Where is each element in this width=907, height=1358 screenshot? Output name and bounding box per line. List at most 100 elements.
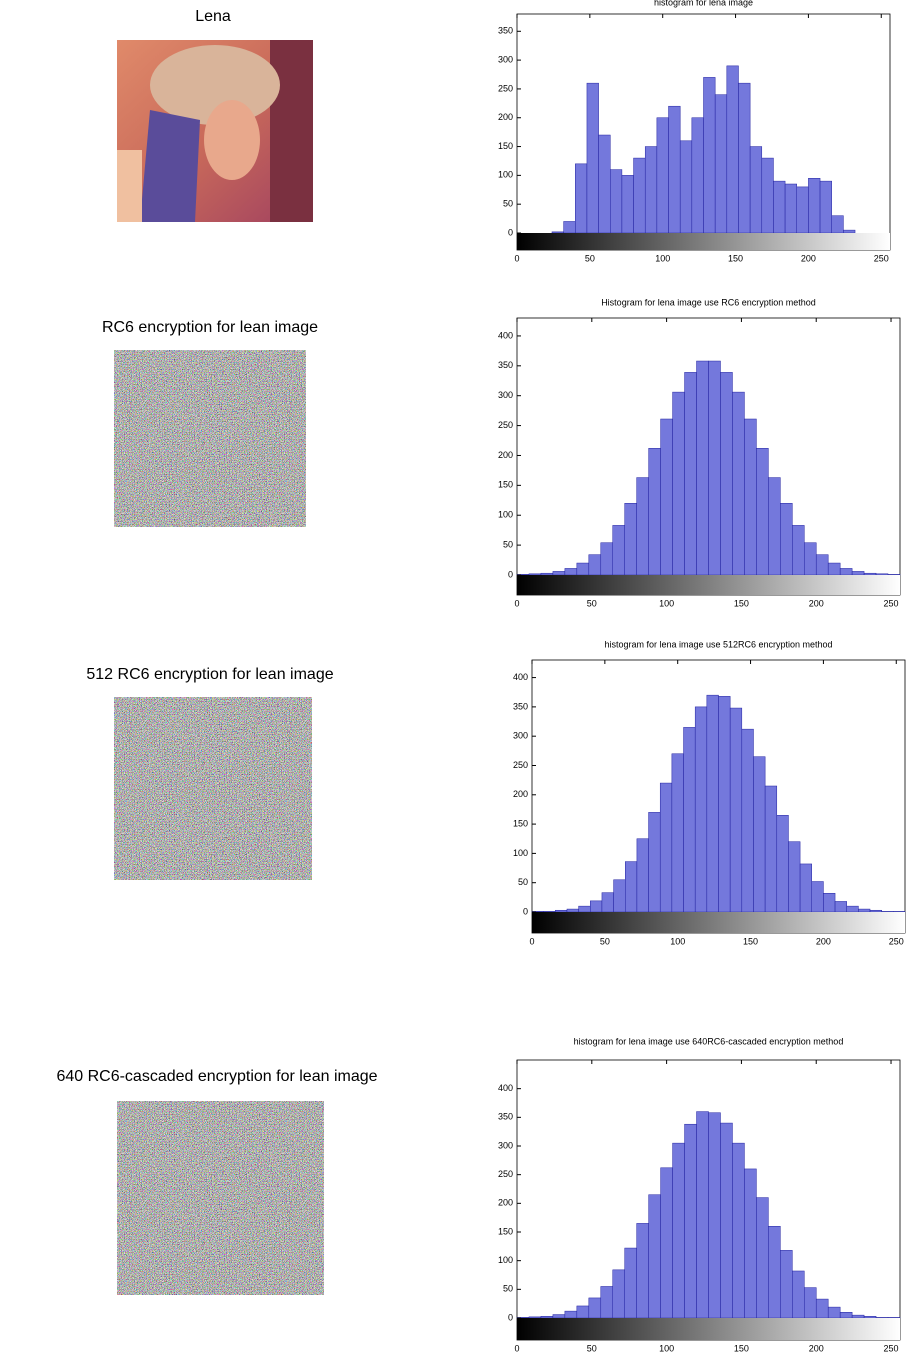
- y-tick-label: 350: [513, 701, 528, 711]
- bar: [773, 180, 786, 234]
- bar: [764, 785, 778, 913]
- bar: [834, 901, 847, 913]
- x-tick-label: 200: [809, 598, 824, 608]
- bar: [792, 525, 805, 576]
- bar: [672, 1142, 685, 1319]
- x-tick-label: 50: [587, 1343, 597, 1353]
- x-tick-label: 150: [728, 253, 743, 263]
- bar: [714, 94, 728, 234]
- y-tick-label: 350: [498, 26, 513, 36]
- y-tick-label: 250: [513, 760, 528, 770]
- chart-title: Histogram for lena image use RC6 encrypt…: [601, 297, 816, 307]
- bar: [726, 65, 739, 234]
- bar: [613, 879, 626, 913]
- bar: [784, 183, 797, 234]
- bar: [741, 728, 754, 913]
- bar: [586, 82, 599, 234]
- y-tick-label: 300: [513, 731, 528, 741]
- y-tick-label: 300: [498, 1140, 513, 1150]
- y-tick-label: 200: [498, 1198, 513, 1208]
- bar: [875, 1317, 889, 1319]
- bar: [811, 881, 824, 913]
- bar: [588, 1297, 602, 1319]
- bar: [863, 572, 877, 576]
- x-tick-label: 200: [809, 1343, 824, 1353]
- bar: [660, 1167, 673, 1319]
- bar: [588, 554, 602, 576]
- bar: [827, 562, 841, 576]
- y-tick-label: 400: [513, 672, 528, 682]
- bar: [768, 477, 781, 576]
- bar: [566, 908, 579, 913]
- bar: [564, 1310, 578, 1319]
- colorbar: [532, 912, 905, 933]
- bar: [804, 1287, 817, 1319]
- bar: [576, 1305, 590, 1319]
- x-tick-label: 50: [600, 936, 610, 946]
- bar: [839, 1312, 853, 1319]
- bar: [660, 418, 673, 576]
- bar: [858, 908, 871, 913]
- y-tick-label: 250: [498, 1169, 513, 1179]
- x-tick-label: 150: [734, 1343, 749, 1353]
- bar: [863, 1316, 877, 1319]
- bar: [851, 571, 865, 576]
- x-tick-label: 250: [874, 253, 889, 263]
- y-tick-label: 400: [498, 1083, 513, 1093]
- bar: [540, 572, 554, 576]
- bar: [887, 1317, 901, 1319]
- bar: [600, 1286, 613, 1319]
- y-tick-label: 300: [498, 390, 513, 400]
- x-tick-label: 100: [655, 253, 670, 263]
- y-tick-label: 50: [503, 199, 513, 209]
- bar: [720, 1122, 733, 1319]
- y-tick-label: 100: [498, 1255, 513, 1265]
- y-tick-label: 150: [513, 818, 528, 828]
- bar: [718, 696, 731, 913]
- bar: [691, 117, 704, 234]
- bar: [555, 909, 568, 913]
- x-tick-label: 150: [743, 936, 758, 946]
- y-tick-label: 150: [498, 480, 513, 490]
- bar: [756, 448, 769, 576]
- bar: [612, 1269, 625, 1319]
- y-tick-label: 0: [523, 906, 528, 916]
- bar: [815, 554, 829, 576]
- x-tick-label: 100: [670, 936, 685, 946]
- bar: [851, 1314, 865, 1319]
- bar: [590, 900, 603, 913]
- bar: [683, 727, 696, 913]
- bar: [612, 525, 625, 576]
- bar: [831, 215, 844, 234]
- bar: [671, 753, 684, 913]
- bar: [720, 372, 733, 576]
- bar: [575, 163, 588, 234]
- bar: [679, 140, 693, 234]
- bar: [753, 756, 766, 913]
- bar: [648, 1194, 661, 1319]
- y-tick-label: 100: [498, 510, 513, 520]
- bar: [796, 186, 809, 234]
- x-tick-label: 100: [659, 1343, 674, 1353]
- y-tick-label: 100: [513, 848, 528, 858]
- bar: [659, 782, 673, 913]
- y-tick-label: 150: [498, 1226, 513, 1236]
- y-tick-label: 0: [508, 1312, 513, 1322]
- bar: [624, 503, 637, 576]
- bar: [696, 1111, 709, 1319]
- bar: [684, 372, 697, 576]
- bar: [788, 841, 801, 913]
- bar: [598, 134, 611, 234]
- colorbar: [517, 233, 890, 250]
- bar: [761, 157, 774, 234]
- y-tick-label: 50: [518, 877, 528, 887]
- bar: [543, 911, 556, 913]
- bar: [827, 1306, 841, 1319]
- bar: [808, 178, 821, 234]
- y-tick-label: 100: [498, 170, 513, 180]
- image-title: Lena: [195, 8, 231, 25]
- bar: [744, 1168, 757, 1319]
- y-tick-label: 200: [498, 112, 513, 122]
- x-tick-label: 50: [585, 253, 595, 263]
